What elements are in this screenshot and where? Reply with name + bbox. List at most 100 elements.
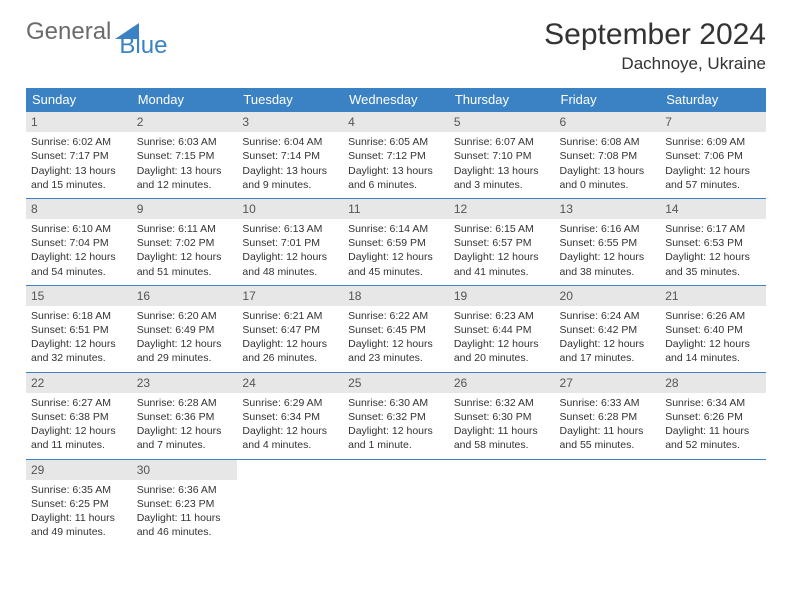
sunset-line: Sunset: 6:28 PM bbox=[560, 410, 656, 424]
daylight-line: Daylight: 12 hours and 54 minutes. bbox=[31, 250, 127, 278]
sunrise-line: Sunrise: 6:04 AM bbox=[242, 135, 338, 149]
sunset-line: Sunset: 7:04 PM bbox=[31, 236, 127, 250]
day-number: 18 bbox=[343, 286, 449, 306]
sunrise-line: Sunrise: 6:13 AM bbox=[242, 222, 338, 236]
calendar-cell: 27Sunrise: 6:33 AMSunset: 6:28 PMDayligh… bbox=[555, 372, 661, 459]
day-header-row: SundayMondayTuesdayWednesdayThursdayFrid… bbox=[26, 88, 766, 112]
day-number: 2 bbox=[132, 112, 238, 132]
calendar-cell: 24Sunrise: 6:29 AMSunset: 6:34 PMDayligh… bbox=[237, 372, 343, 459]
day-number: 13 bbox=[555, 199, 661, 219]
sunrise-line: Sunrise: 6:16 AM bbox=[560, 222, 656, 236]
day-number: 19 bbox=[449, 286, 555, 306]
daylight-line: Daylight: 11 hours and 52 minutes. bbox=[665, 424, 761, 452]
sunset-line: Sunset: 6:42 PM bbox=[560, 323, 656, 337]
day-number: 4 bbox=[343, 112, 449, 132]
calendar-cell: 8Sunrise: 6:10 AMSunset: 7:04 PMDaylight… bbox=[26, 198, 132, 285]
calendar-table: SundayMondayTuesdayWednesdayThursdayFrid… bbox=[26, 88, 766, 545]
calendar-cell: 20Sunrise: 6:24 AMSunset: 6:42 PMDayligh… bbox=[555, 285, 661, 372]
sunrise-line: Sunrise: 6:36 AM bbox=[137, 483, 233, 497]
sunrise-line: Sunrise: 6:17 AM bbox=[665, 222, 761, 236]
day-header: Wednesday bbox=[343, 88, 449, 112]
sunrise-line: Sunrise: 6:32 AM bbox=[454, 396, 550, 410]
sunrise-line: Sunrise: 6:15 AM bbox=[454, 222, 550, 236]
day-number: 22 bbox=[26, 373, 132, 393]
calendar-cell: 29Sunrise: 6:35 AMSunset: 6:25 PMDayligh… bbox=[26, 459, 132, 545]
sunrise-line: Sunrise: 6:23 AM bbox=[454, 309, 550, 323]
daylight-line: Daylight: 11 hours and 46 minutes. bbox=[137, 511, 233, 539]
sunset-line: Sunset: 6:26 PM bbox=[665, 410, 761, 424]
sunrise-line: Sunrise: 6:05 AM bbox=[348, 135, 444, 149]
calendar-cell bbox=[343, 459, 449, 545]
daylight-line: Daylight: 13 hours and 15 minutes. bbox=[31, 164, 127, 192]
daylight-line: Daylight: 12 hours and 48 minutes. bbox=[242, 250, 338, 278]
sunrise-line: Sunrise: 6:30 AM bbox=[348, 396, 444, 410]
daylight-line: Daylight: 12 hours and 29 minutes. bbox=[137, 337, 233, 365]
day-number: 7 bbox=[660, 112, 766, 132]
daylight-line: Daylight: 12 hours and 38 minutes. bbox=[560, 250, 656, 278]
sunset-line: Sunset: 6:23 PM bbox=[137, 497, 233, 511]
sunrise-line: Sunrise: 6:27 AM bbox=[31, 396, 127, 410]
sunset-line: Sunset: 7:02 PM bbox=[137, 236, 233, 250]
calendar-week-row: 22Sunrise: 6:27 AMSunset: 6:38 PMDayligh… bbox=[26, 372, 766, 459]
day-number: 10 bbox=[237, 199, 343, 219]
sunset-line: Sunset: 6:40 PM bbox=[665, 323, 761, 337]
sunrise-line: Sunrise: 6:18 AM bbox=[31, 309, 127, 323]
sunset-line: Sunset: 6:53 PM bbox=[665, 236, 761, 250]
sunset-line: Sunset: 6:30 PM bbox=[454, 410, 550, 424]
day-number: 23 bbox=[132, 373, 238, 393]
sunrise-line: Sunrise: 6:28 AM bbox=[137, 396, 233, 410]
location-label: Dachnoye, Ukraine bbox=[544, 54, 766, 74]
calendar-cell: 9Sunrise: 6:11 AMSunset: 7:02 PMDaylight… bbox=[132, 198, 238, 285]
calendar-cell: 23Sunrise: 6:28 AMSunset: 6:36 PMDayligh… bbox=[132, 372, 238, 459]
logo-text-blue: Blue bbox=[119, 32, 167, 60]
sunset-line: Sunset: 6:51 PM bbox=[31, 323, 127, 337]
day-header: Monday bbox=[132, 88, 238, 112]
day-header: Friday bbox=[555, 88, 661, 112]
calendar-cell: 18Sunrise: 6:22 AMSunset: 6:45 PMDayligh… bbox=[343, 285, 449, 372]
daylight-line: Daylight: 12 hours and 32 minutes. bbox=[31, 337, 127, 365]
day-number: 25 bbox=[343, 373, 449, 393]
sunset-line: Sunset: 7:12 PM bbox=[348, 149, 444, 163]
daylight-line: Daylight: 12 hours and 14 minutes. bbox=[665, 337, 761, 365]
sunset-line: Sunset: 7:15 PM bbox=[137, 149, 233, 163]
sunrise-line: Sunrise: 6:34 AM bbox=[665, 396, 761, 410]
day-number: 17 bbox=[237, 286, 343, 306]
daylight-line: Daylight: 13 hours and 0 minutes. bbox=[560, 164, 656, 192]
calendar-cell: 1Sunrise: 6:02 AMSunset: 7:17 PMDaylight… bbox=[26, 112, 132, 199]
sunset-line: Sunset: 7:06 PM bbox=[665, 149, 761, 163]
calendar-cell: 17Sunrise: 6:21 AMSunset: 6:47 PMDayligh… bbox=[237, 285, 343, 372]
sunset-line: Sunset: 6:47 PM bbox=[242, 323, 338, 337]
sunset-line: Sunset: 6:36 PM bbox=[137, 410, 233, 424]
calendar-cell: 2Sunrise: 6:03 AMSunset: 7:15 PMDaylight… bbox=[132, 112, 238, 199]
calendar-week-row: 1Sunrise: 6:02 AMSunset: 7:17 PMDaylight… bbox=[26, 112, 766, 199]
daylight-line: Daylight: 12 hours and 26 minutes. bbox=[242, 337, 338, 365]
sunrise-line: Sunrise: 6:11 AM bbox=[137, 222, 233, 236]
sunset-line: Sunset: 7:01 PM bbox=[242, 236, 338, 250]
sunrise-line: Sunrise: 6:02 AM bbox=[31, 135, 127, 149]
sunrise-line: Sunrise: 6:08 AM bbox=[560, 135, 656, 149]
calendar-cell: 12Sunrise: 6:15 AMSunset: 6:57 PMDayligh… bbox=[449, 198, 555, 285]
calendar-cell: 13Sunrise: 6:16 AMSunset: 6:55 PMDayligh… bbox=[555, 198, 661, 285]
sunset-line: Sunset: 6:34 PM bbox=[242, 410, 338, 424]
sunset-line: Sunset: 6:45 PM bbox=[348, 323, 444, 337]
day-number: 28 bbox=[660, 373, 766, 393]
calendar-cell: 21Sunrise: 6:26 AMSunset: 6:40 PMDayligh… bbox=[660, 285, 766, 372]
page-title: September 2024 bbox=[544, 18, 766, 52]
daylight-line: Daylight: 12 hours and 20 minutes. bbox=[454, 337, 550, 365]
calendar-cell: 4Sunrise: 6:05 AMSunset: 7:12 PMDaylight… bbox=[343, 112, 449, 199]
daylight-line: Daylight: 13 hours and 3 minutes. bbox=[454, 164, 550, 192]
calendar-cell: 14Sunrise: 6:17 AMSunset: 6:53 PMDayligh… bbox=[660, 198, 766, 285]
sunrise-line: Sunrise: 6:20 AM bbox=[137, 309, 233, 323]
sunrise-line: Sunrise: 6:35 AM bbox=[31, 483, 127, 497]
calendar-week-row: 8Sunrise: 6:10 AMSunset: 7:04 PMDaylight… bbox=[26, 198, 766, 285]
day-header: Thursday bbox=[449, 88, 555, 112]
sunrise-line: Sunrise: 6:24 AM bbox=[560, 309, 656, 323]
sunrise-line: Sunrise: 6:03 AM bbox=[137, 135, 233, 149]
sunset-line: Sunset: 6:32 PM bbox=[348, 410, 444, 424]
daylight-line: Daylight: 12 hours and 17 minutes. bbox=[560, 337, 656, 365]
daylight-line: Daylight: 13 hours and 9 minutes. bbox=[242, 164, 338, 192]
sunset-line: Sunset: 6:59 PM bbox=[348, 236, 444, 250]
daylight-line: Daylight: 12 hours and 51 minutes. bbox=[137, 250, 233, 278]
day-number: 6 bbox=[555, 112, 661, 132]
calendar-week-row: 15Sunrise: 6:18 AMSunset: 6:51 PMDayligh… bbox=[26, 285, 766, 372]
